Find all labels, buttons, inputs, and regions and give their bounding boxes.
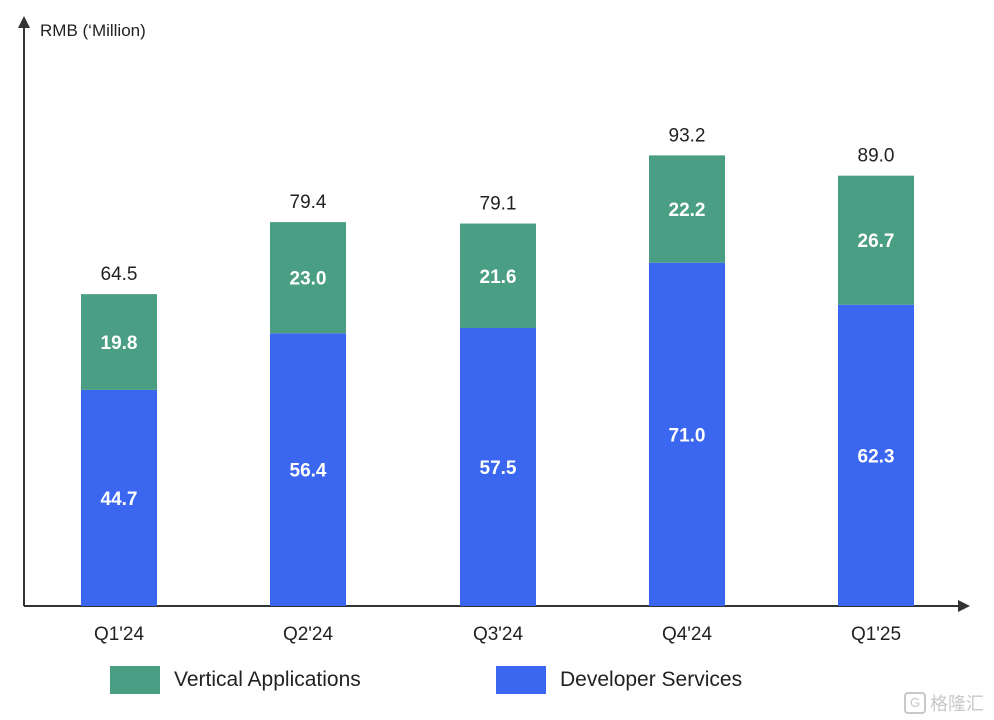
total-label: 89.0	[858, 146, 895, 167]
legend-item-vertical-applications: Vertical Applications	[110, 664, 361, 696]
bar-developer-services	[270, 333, 346, 606]
bar-vertical-applications	[649, 155, 725, 263]
total-label: 79.1	[480, 194, 517, 215]
bar-vertical-applications	[270, 222, 346, 334]
bar-developer-services	[649, 262, 725, 606]
watermark-text: 格隆汇	[930, 694, 984, 714]
legend-item-developer-services: Developer Services	[496, 664, 742, 696]
data-label-developer-services: 71.0	[669, 425, 706, 446]
bar-developer-services	[460, 327, 536, 606]
total-label: 93.2	[669, 125, 706, 146]
legend-swatch-developer-services	[496, 666, 546, 694]
data-label-vertical-applications: 23.0	[290, 269, 327, 290]
stacked-bar-chart: RMB (‘Million) 44.7 19.8 64.5 Q1'24 56.4 23.0…	[18, 16, 970, 645]
x-tick-label: Q1'24	[94, 624, 145, 645]
x-tick-label: Q2'24	[283, 624, 334, 645]
data-label-vertical-applications: 21.6	[480, 267, 517, 288]
data-label-vertical-applications: 26.7	[858, 231, 895, 252]
data-label-developer-services: 56.4	[290, 461, 327, 482]
watermark: G 格隆汇	[904, 690, 984, 716]
data-label-vertical-applications: 22.2	[669, 200, 706, 221]
bar-developer-services	[81, 389, 157, 606]
bar-developer-services	[838, 304, 914, 606]
watermark-logo-icon: G	[904, 692, 926, 714]
data-label-vertical-applications: 19.8	[101, 333, 138, 354]
bar-vertical-applications	[460, 223, 536, 328]
y-axis-label: RMB (‘Million)	[40, 21, 146, 40]
y-axis-arrow-icon	[18, 16, 30, 28]
bar-vertical-applications	[838, 175, 914, 305]
legend-label-vertical-applications: Vertical Applications	[174, 668, 361, 691]
data-label-developer-services: 62.3	[858, 446, 895, 467]
legend-swatch-vertical-applications	[110, 666, 160, 694]
bar-vertical-applications	[81, 294, 157, 390]
x-axis-arrow-icon	[958, 600, 970, 612]
x-tick-label: Q4'24	[662, 624, 713, 645]
total-label: 79.4	[290, 192, 327, 213]
legend-label-developer-services: Developer Services	[560, 668, 743, 691]
data-label-developer-services: 57.5	[480, 458, 517, 479]
data-label-developer-services: 44.7	[101, 489, 138, 510]
total-label: 64.5	[101, 264, 138, 285]
x-tick-label: Q3'24	[473, 624, 524, 645]
x-tick-label: Q1'25	[851, 624, 901, 645]
